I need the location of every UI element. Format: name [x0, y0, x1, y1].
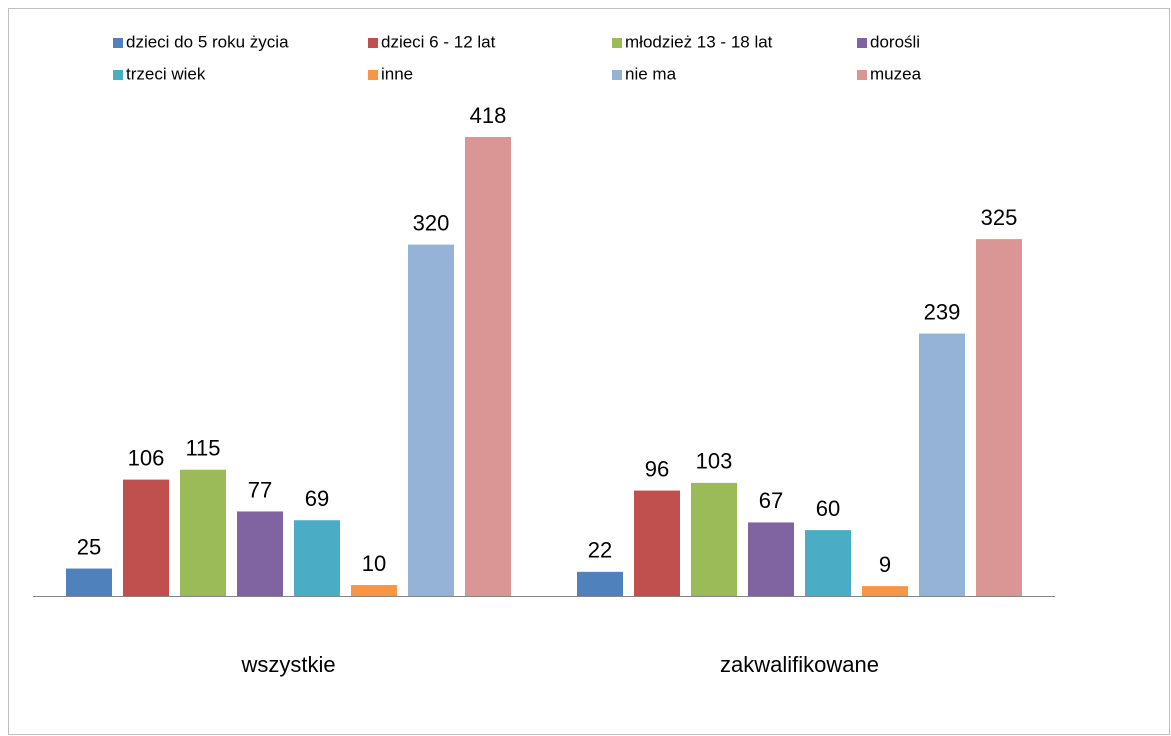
data-label: 106 — [128, 445, 165, 470]
legend-swatch — [612, 38, 622, 48]
bar — [294, 520, 340, 596]
data-label: 67 — [759, 488, 783, 513]
legend-label: nie ma — [625, 64, 677, 83]
x-tick-label: zakwalifikowane — [720, 652, 879, 677]
bar — [805, 530, 851, 596]
bar — [465, 137, 511, 596]
legend-label: dorośli — [870, 32, 920, 51]
bar — [66, 568, 112, 596]
data-label: 103 — [696, 449, 733, 474]
legend-label: dzieci 6 - 12 lat — [381, 32, 496, 51]
x-tick-label: wszystkie — [240, 652, 335, 677]
bar — [123, 479, 169, 596]
data-label: 25 — [77, 534, 101, 559]
data-label: 96 — [645, 456, 669, 481]
legend-swatch — [368, 70, 378, 80]
bar — [691, 482, 737, 596]
bar — [919, 333, 965, 596]
legend-swatch — [612, 70, 622, 80]
legend-label: młodzież 13 - 18 lat — [625, 32, 773, 51]
legend-swatch — [113, 70, 123, 80]
bar — [237, 511, 283, 596]
legend-swatch — [368, 38, 378, 48]
data-label: 22 — [588, 538, 612, 563]
legend-swatch — [113, 38, 123, 48]
legend-label: muzea — [870, 64, 922, 83]
data-label: 320 — [413, 210, 450, 235]
bar — [748, 522, 794, 596]
bar — [634, 490, 680, 596]
bar — [862, 586, 908, 596]
legend-swatch — [857, 38, 867, 48]
data-label: 69 — [305, 486, 329, 511]
legend-label: dzieci do 5 roku życia — [126, 32, 289, 51]
bar — [180, 469, 226, 596]
data-label: 418 — [470, 103, 507, 128]
data-label: 115 — [185, 436, 220, 461]
bar — [577, 571, 623, 596]
bar — [408, 244, 454, 597]
data-label: 10 — [362, 551, 386, 576]
data-label: 325 — [981, 205, 1018, 230]
data-label: 239 — [924, 299, 961, 324]
legend-swatch — [857, 70, 867, 80]
data-label: 9 — [879, 552, 891, 577]
legend-label: trzeci wiek — [126, 64, 206, 83]
bar — [351, 585, 397, 596]
legend-label: inne — [381, 64, 413, 83]
bar — [976, 239, 1022, 596]
data-label: 60 — [816, 496, 840, 521]
data-label: 77 — [248, 477, 272, 502]
